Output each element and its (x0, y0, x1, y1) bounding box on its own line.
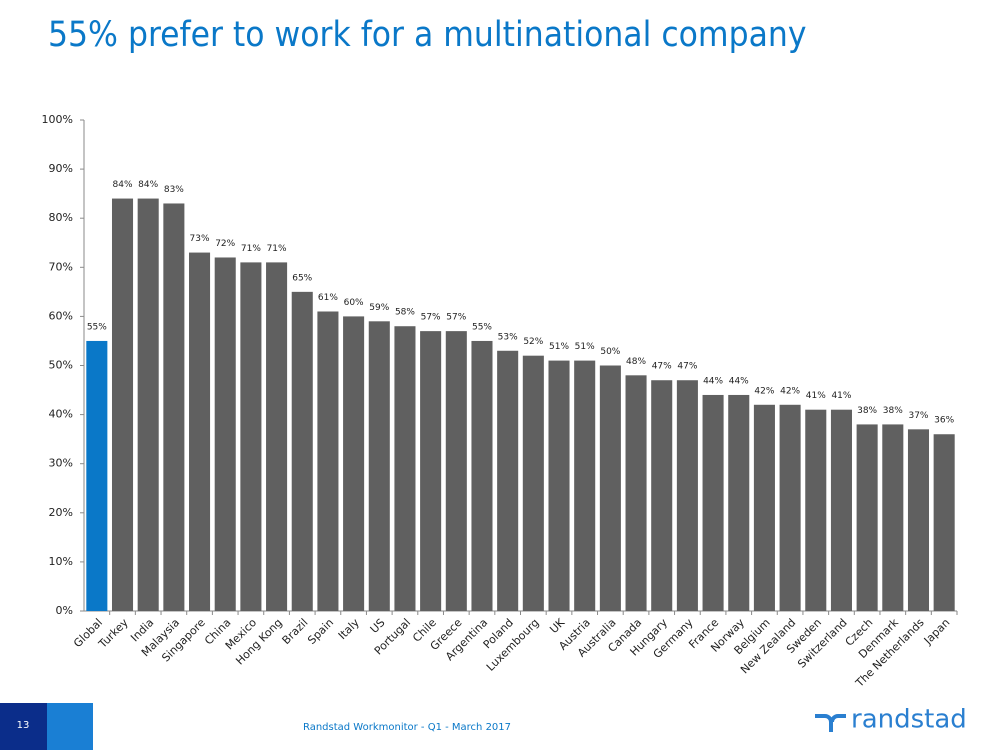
bar (907, 429, 930, 611)
bar (753, 404, 775, 611)
value-label: 36% (934, 416, 954, 426)
bar (343, 316, 365, 611)
bar (651, 380, 673, 611)
value-label: 61% (318, 293, 338, 303)
value-label: 71% (267, 244, 287, 254)
value-label: 73% (190, 234, 210, 244)
y-tick-label: 0% (56, 604, 73, 617)
value-label: 47% (677, 362, 697, 372)
logo-text: randstad (851, 705, 967, 735)
value-label: 37% (908, 411, 928, 421)
bar (805, 409, 827, 611)
value-label: 42% (780, 386, 800, 396)
x-tick-label: Brazil (280, 616, 311, 647)
value-label: 51% (575, 342, 595, 352)
chart-title: 55% prefer to work for a multinational c… (48, 15, 806, 55)
value-label: 42% (754, 386, 774, 396)
y-tick-label: 60% (49, 309, 73, 322)
value-label: 48% (626, 357, 646, 367)
x-tick-label: Spain (305, 616, 336, 647)
bar (574, 360, 596, 611)
value-label: 58% (395, 308, 415, 318)
value-label: 50% (600, 347, 620, 357)
x-tick-label: US (368, 616, 388, 636)
y-tick-label: 50% (49, 359, 73, 372)
bar (445, 331, 467, 611)
bar (214, 257, 236, 611)
value-label: 65% (292, 273, 312, 283)
bar (471, 340, 493, 611)
value-label: 57% (421, 313, 441, 323)
value-label: 72% (215, 239, 235, 249)
bar (137, 198, 159, 611)
y-tick-label: 40% (49, 408, 73, 421)
bar (86, 340, 108, 611)
bar (189, 252, 211, 611)
y-tick-label: 10% (49, 555, 73, 568)
value-label: 83% (164, 185, 184, 195)
page-number: 13 (17, 720, 30, 731)
bar (368, 321, 390, 611)
bar (599, 365, 621, 611)
bar (394, 326, 416, 611)
bar (163, 203, 185, 611)
accent-box (47, 703, 93, 750)
bar (266, 262, 288, 611)
y-tick-label: 100% (42, 113, 73, 126)
bar (522, 355, 544, 611)
value-label: 38% (857, 406, 877, 416)
value-label: 55% (472, 322, 492, 332)
bar (728, 394, 750, 611)
bar (830, 409, 852, 611)
value-label: 53% (498, 332, 518, 342)
bar (497, 350, 519, 611)
bar (625, 375, 647, 611)
page-box (0, 703, 47, 750)
bar (856, 424, 878, 611)
y-tick-label: 30% (49, 457, 73, 470)
y-tick-label: 80% (49, 211, 73, 224)
y-tick-label: 70% (49, 260, 73, 273)
bar (676, 380, 698, 611)
x-tick-label: UK (547, 615, 568, 636)
value-label: 60% (344, 298, 364, 308)
bar (240, 262, 262, 611)
footer-source: Randstad Workmonitor - Q1 - March 2017 (303, 722, 511, 733)
value-label: 71% (241, 244, 261, 254)
value-label: 84% (138, 180, 158, 190)
value-label: 55% (87, 322, 107, 332)
x-tick-label: Italy (336, 616, 362, 642)
bar (933, 434, 955, 611)
value-label: 57% (446, 313, 466, 323)
value-label: 51% (549, 342, 569, 352)
x-tick-label: Japan (921, 616, 953, 648)
bar (291, 291, 313, 611)
value-label: 44% (729, 376, 749, 386)
value-label: 59% (369, 303, 389, 313)
value-label: 47% (652, 362, 672, 372)
value-label: 41% (831, 391, 851, 401)
bar (779, 404, 801, 611)
bar (882, 424, 904, 611)
value-label: 84% (113, 180, 133, 190)
logo-icon (815, 714, 846, 732)
bar (548, 360, 570, 611)
plot: 0%10%20%30%40%50%60%70%80%90%100%Global5… (42, 113, 958, 690)
bar (420, 331, 442, 611)
y-tick-label: 90% (49, 162, 73, 175)
bar (111, 198, 134, 611)
value-label: 41% (806, 391, 826, 401)
value-label: 52% (523, 337, 543, 347)
bar (702, 394, 724, 611)
bar (317, 311, 339, 611)
value-label: 38% (883, 406, 903, 416)
value-label: 44% (703, 376, 723, 386)
y-tick-label: 20% (49, 506, 73, 519)
